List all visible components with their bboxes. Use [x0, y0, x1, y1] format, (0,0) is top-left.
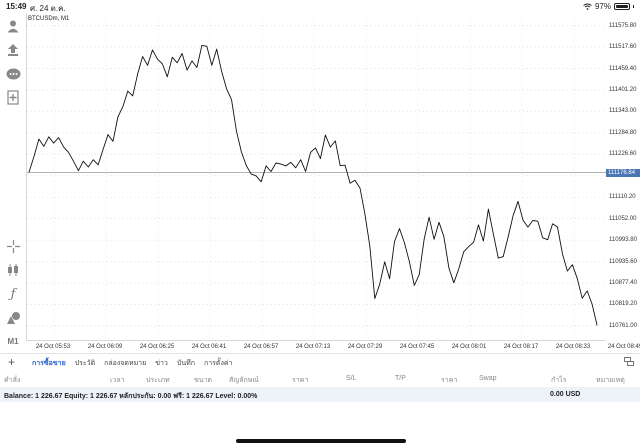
- y-tick-label: 111343.00: [609, 108, 637, 115]
- col-price: ราคา: [292, 377, 309, 384]
- document-plus-icon[interactable]: [5, 89, 21, 105]
- y-tick-label: 110819.20: [609, 301, 637, 308]
- left-toolbar: ƒ M1: [0, 14, 26, 349]
- chart-symbol-label: BTCUSDm, M1: [28, 16, 70, 22]
- col-order: คำสั่ง: [4, 377, 21, 384]
- col-volume: ขนาด: [194, 377, 213, 384]
- y-tick-label: 111517.60: [609, 44, 637, 51]
- balance-summary: Balance: 1 226.67 Equity: 1 226.67 หลักป…: [4, 393, 258, 400]
- y-tick-label: 111226.60: [609, 151, 637, 158]
- x-tick-label: 24 Oct 07:29: [347, 344, 383, 350]
- chat-bubble-icon[interactable]: [5, 66, 21, 82]
- tab-news[interactable]: ข่าว: [155, 360, 168, 367]
- battery-percent: 97%: [594, 2, 611, 11]
- trade-arrows-icon[interactable]: [5, 42, 21, 58]
- timeframe-label[interactable]: M1: [7, 336, 19, 346]
- add-icon[interactable]: +: [8, 355, 16, 369]
- col-type: ประเภท: [146, 377, 170, 384]
- col-sl: S/L: [346, 375, 357, 382]
- current-price-badge: 111176.84: [606, 168, 640, 177]
- y-tick-label: 110761.00: [609, 322, 637, 329]
- x-tick-label: 24 Oct 07:45: [399, 344, 435, 350]
- tab-mailbox[interactable]: กล่องจดหมาย: [104, 360, 147, 367]
- status-time: 15:49: [6, 2, 27, 11]
- x-tick-label: 24 Oct 08:01: [451, 344, 487, 350]
- y-tick-label: 110935.60: [609, 258, 637, 265]
- status-date: ศ. 24 ต.ค.: [30, 4, 66, 13]
- price-line-series: [28, 44, 598, 326]
- x-tick-label: 24 Oct 08:17: [503, 344, 539, 350]
- tab-history[interactable]: ประวัติ: [74, 360, 96, 367]
- tab-settings[interactable]: การตั้งค่า: [203, 360, 233, 367]
- profit-total: 0.00 USD: [550, 391, 581, 398]
- battery-icon: [614, 3, 630, 10]
- shapes-icon[interactable]: [5, 310, 21, 326]
- y-tick-label: 111052.00: [609, 215, 637, 222]
- status-right: 97%: [583, 2, 634, 11]
- function-icon[interactable]: ƒ: [10, 286, 16, 302]
- price-axis: 111575.80 111517.60 111459.40 111401.20 1113…: [606, 13, 640, 341]
- switch-panel-icon[interactable]: [624, 357, 634, 366]
- x-tick-label: 24 Oct 07:13: [295, 344, 331, 350]
- col-comment: หมายเหตุ: [596, 377, 625, 384]
- wifi-icon: [583, 3, 592, 10]
- x-tick-label: 24 Oct 06:09: [87, 344, 123, 350]
- candlestick-icon[interactable]: [5, 262, 21, 278]
- col-time: เวลา: [110, 377, 125, 384]
- y-tick-label: 111110.20: [609, 194, 636, 201]
- crosshair-icon[interactable]: [5, 238, 21, 254]
- y-tick-label: 111459.40: [609, 65, 637, 72]
- x-tick-label: 24 Oct 06:25: [139, 344, 175, 350]
- balance-bar: Balance: 1 226.67 Equity: 1 226.67 หลักป…: [0, 387, 640, 402]
- status-bar: 15:49 ศ. 24 ต.ค. 97%: [0, 0, 640, 14]
- x-tick-label: 24 Oct 08:49: [607, 344, 640, 350]
- home-indicator: [236, 439, 406, 443]
- orders-table-header: คำสั่ง เวลา ประเภท ขนาด สัญลักษณ์ ราคา S…: [0, 372, 640, 386]
- person-icon[interactable]: [5, 18, 21, 34]
- chart-plot[interactable]: [26, 13, 607, 341]
- y-tick-label: 110993.80: [609, 237, 637, 244]
- terminal-tabs: การซื้อขาย ประวัติ กล่องจดหมาย ข่าว บันท…: [32, 358, 232, 369]
- y-tick-label: 111401.20: [609, 86, 637, 93]
- col-swap: Swap: [479, 375, 497, 382]
- col-symbol: สัญลักษณ์: [229, 377, 259, 384]
- price-chart: [27, 13, 607, 341]
- col-tp: T/P: [395, 375, 406, 382]
- col-profit: กำไร: [551, 377, 567, 384]
- x-tick-label: 24 Oct 06:41: [191, 344, 227, 350]
- battery-nub: [633, 5, 634, 8]
- y-tick-label: 111575.80: [609, 22, 637, 29]
- x-tick-label: 24 Oct 08:33: [555, 344, 591, 350]
- tab-journal[interactable]: บันทึก: [176, 360, 195, 367]
- tab-trade[interactable]: การซื้อขาย: [32, 360, 66, 367]
- col-current-price: ราคา: [441, 377, 458, 384]
- terminal-tabs-bar: + การซื้อขาย ประวัติ กล่องจดหมาย ข่าว บั…: [0, 353, 640, 369]
- y-tick-label: 111284.80: [609, 129, 637, 136]
- x-tick-label: 24 Oct 06:57: [243, 344, 279, 350]
- y-tick-label: 110877.40: [609, 279, 637, 286]
- x-tick-label: 24 Oct 05:53: [35, 344, 71, 350]
